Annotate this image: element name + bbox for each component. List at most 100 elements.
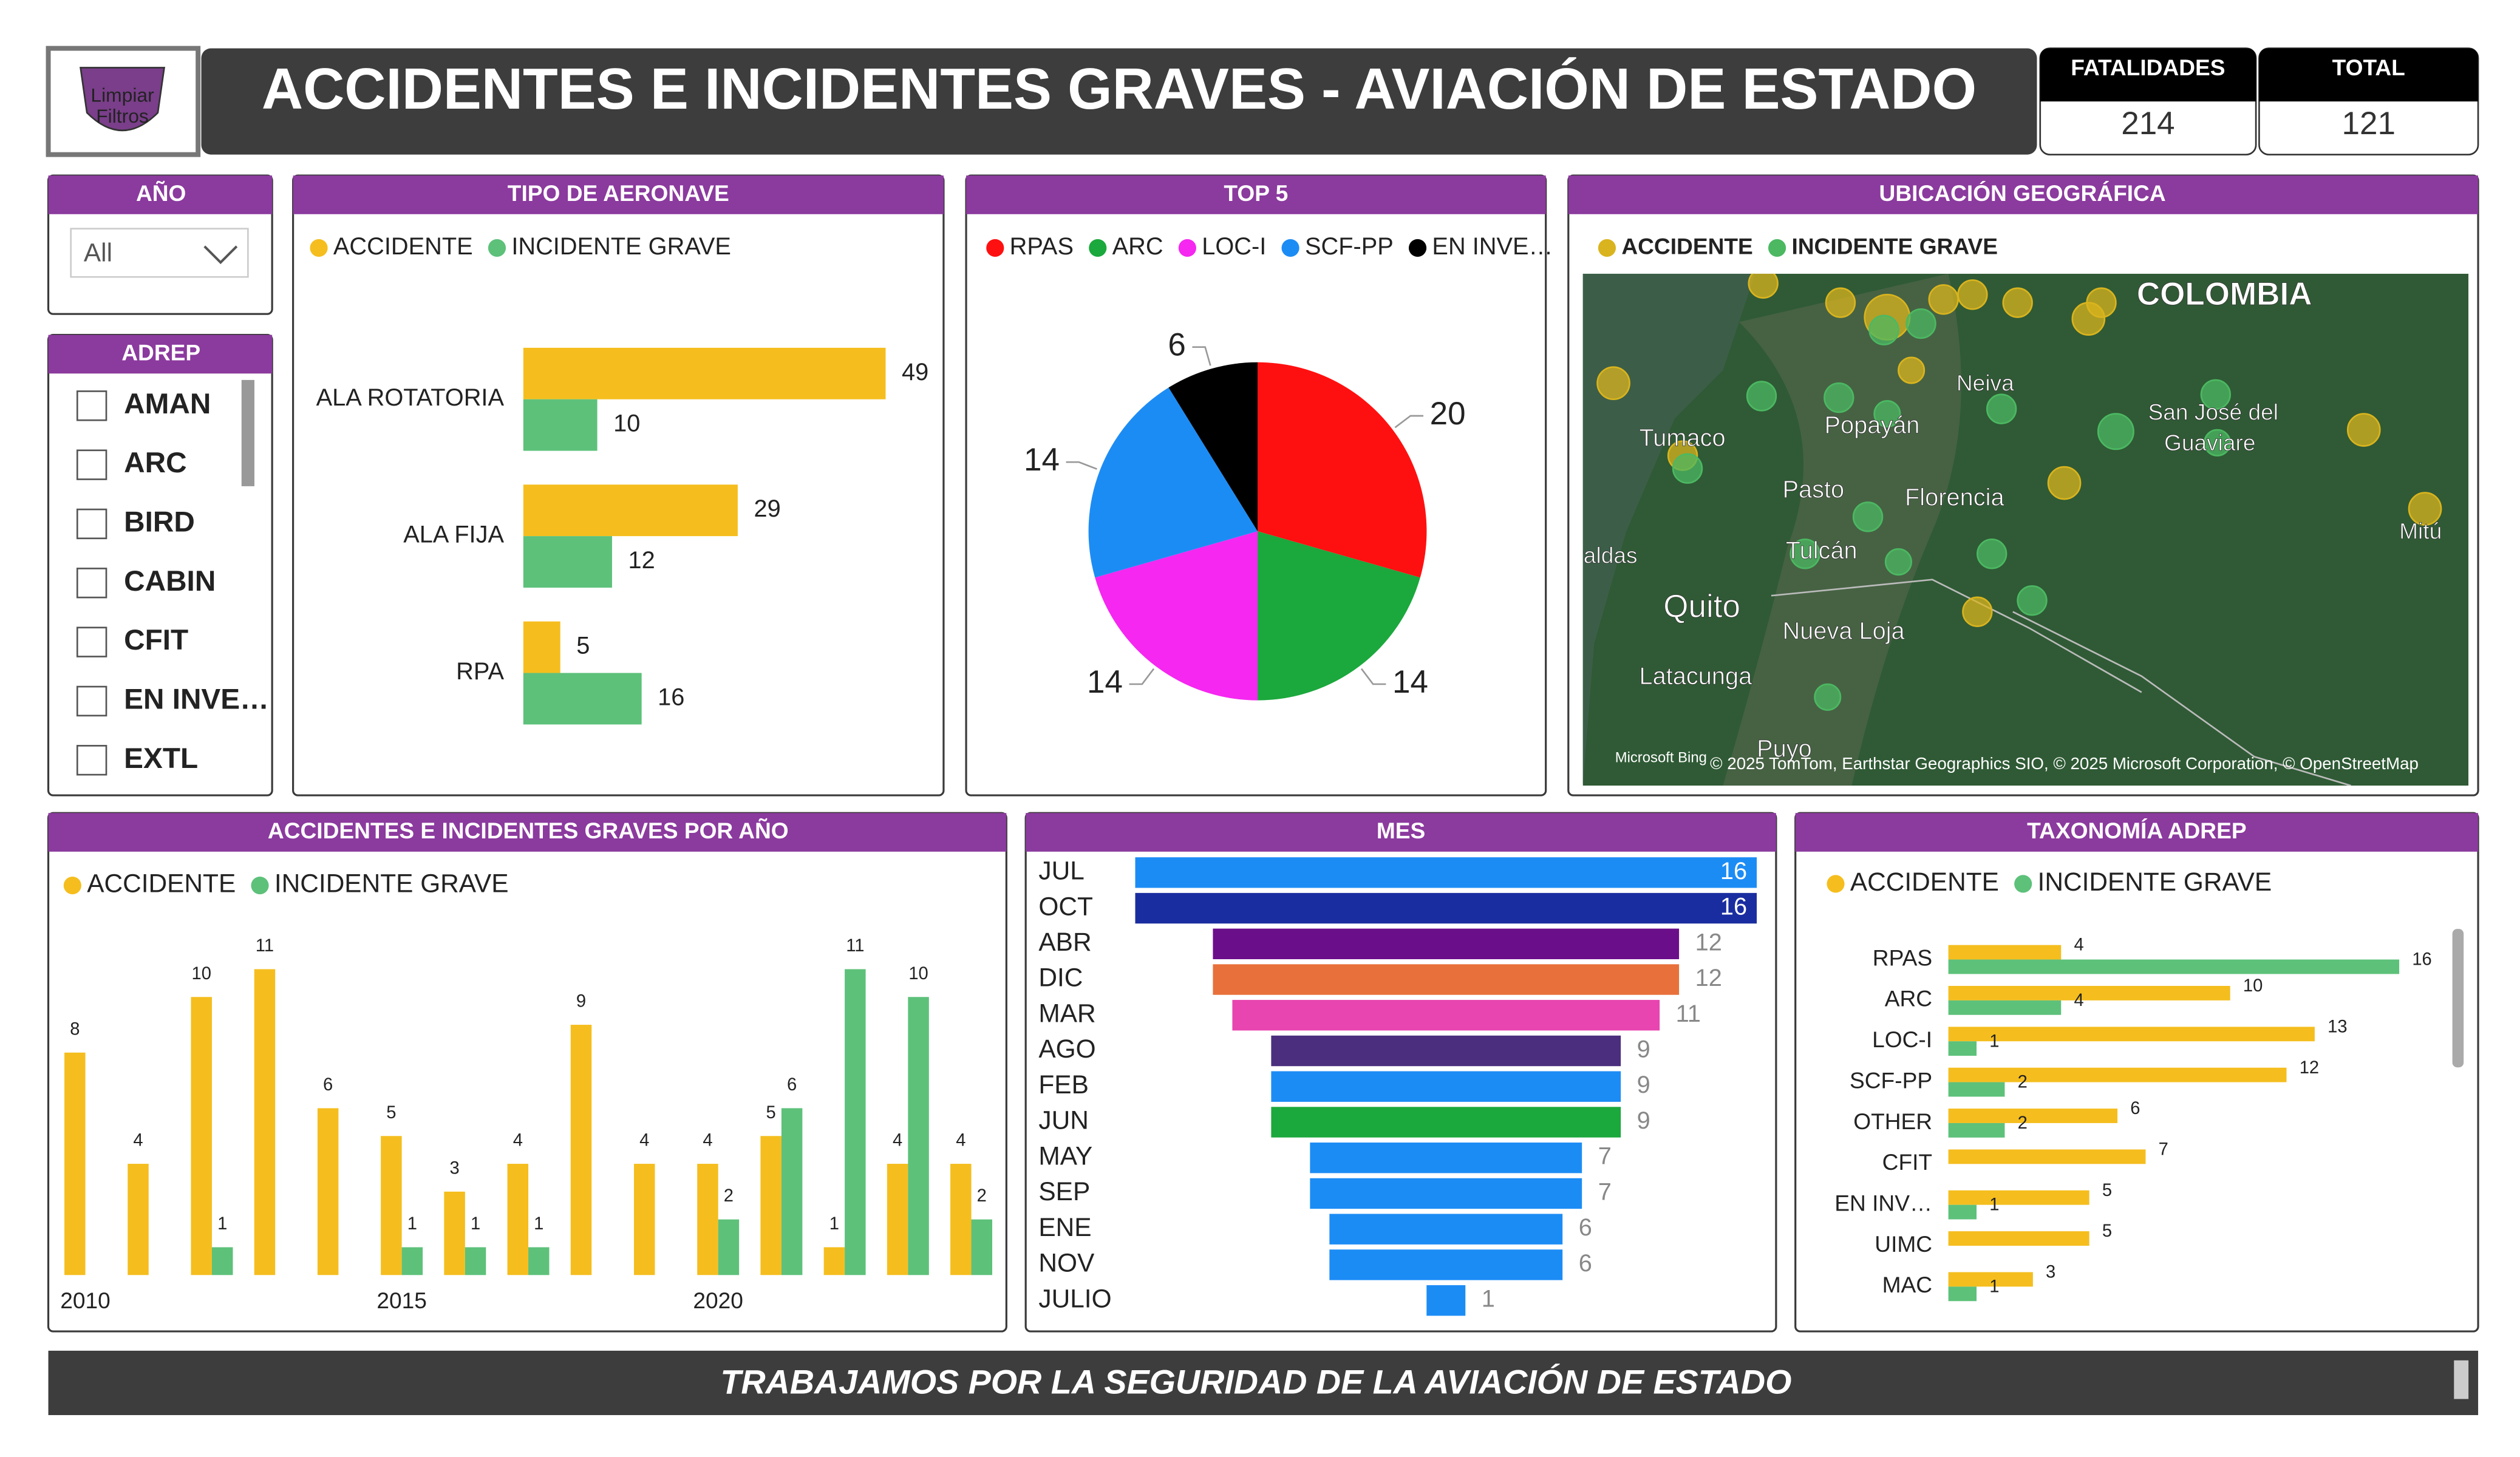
map-bubble[interactable] [1746, 381, 1777, 412]
legend-marker [1598, 239, 1616, 257]
bar [718, 1219, 740, 1275]
map-place: Latacunga [1639, 663, 1752, 690]
map-bubble[interactable] [1596, 366, 1630, 401]
legend-marker [986, 239, 1004, 257]
data-label: 4 [703, 1131, 712, 1150]
map-bubble[interactable] [2002, 287, 2033, 318]
bar [523, 673, 642, 725]
map-bubble[interactable] [1790, 538, 1820, 569]
checkbox-label[interactable]: CFIT [124, 624, 188, 656]
legend-marker [1768, 239, 1786, 257]
legend-marker [63, 876, 81, 895]
bar [1948, 1041, 1977, 1056]
map-bubble[interactable] [1824, 382, 1854, 413]
map-bubble[interactable] [2017, 585, 2048, 616]
map[interactable]: COLOMBIA Neiva Tumaco Popayán San José del Gu… [1519, 269, 2469, 786]
y-tick-label: JUN [1038, 1106, 1088, 1135]
map-bubble[interactable] [1884, 548, 1912, 576]
data-label: 8 [70, 1019, 80, 1039]
map-bubble[interactable] [2408, 492, 2442, 526]
map-bubble[interactable] [1962, 596, 1993, 627]
checkbox[interactable] [76, 449, 107, 480]
bar [1948, 959, 2400, 974]
panel-header [48, 813, 1007, 852]
map-bubble[interactable] [1928, 284, 1959, 315]
kpi-label: FATALIDADES [2071, 55, 2225, 80]
map-bubble[interactable] [1957, 279, 1988, 310]
map-bubble[interactable] [1905, 308, 1936, 339]
map-bubble[interactable] [2086, 287, 2117, 318]
map-bubble[interactable] [1873, 400, 1901, 428]
map-bubble[interactable] [1825, 287, 1856, 318]
checkbox[interactable] [76, 745, 107, 776]
checkbox-label[interactable]: BIRD [124, 506, 195, 538]
scrollbar[interactable] [241, 379, 254, 486]
kpi-value: 214 [2121, 106, 2174, 141]
data-label: 9 [576, 992, 586, 1011]
checkbox[interactable] [76, 390, 107, 421]
logo-frame[interactable] [46, 46, 201, 157]
map-bubble[interactable] [2097, 413, 2134, 450]
data-label: 12 [1695, 965, 1722, 991]
data-label: 12 [2300, 1058, 2319, 1078]
y-tick-label: DIC [1038, 963, 1083, 992]
checkbox[interactable] [76, 508, 107, 540]
data-label: 16 [1720, 858, 1747, 885]
map-bubble[interactable] [2346, 413, 2381, 447]
map-bubble[interactable] [1672, 453, 1703, 484]
data-label: 10 [908, 964, 928, 983]
checkbox-label[interactable]: AMAN [124, 388, 211, 420]
y-tick-label: MAR [1038, 999, 1095, 1027]
y-tick-label: EN INV… [1834, 1190, 1932, 1215]
slicer-title: AÑO [136, 180, 186, 206]
chart-title: TAXONOMÍA ADREP [2027, 818, 2246, 843]
bar [1426, 1285, 1466, 1316]
checkbox-label[interactable]: EXTL [124, 742, 198, 775]
legend-marker [1178, 239, 1196, 257]
logo-text[interactable]: Limpiar [90, 84, 154, 106]
bar [381, 1136, 402, 1275]
checkbox-label[interactable]: EN INVE… [124, 684, 269, 716]
legend-label: RPAS [1010, 233, 1074, 260]
data-label: 1 [1989, 1277, 1999, 1296]
map-bubble[interactable] [1868, 314, 1899, 345]
map-bubble[interactable] [1814, 683, 1842, 711]
checkbox-label[interactable]: ARC [124, 447, 186, 479]
bar [444, 1191, 465, 1275]
checkbox[interactable] [76, 685, 107, 717]
map-place: Mitú [2399, 518, 2442, 544]
dropdown[interactable] [70, 228, 249, 278]
data-label: 7 [2159, 1139, 2168, 1159]
checkbox[interactable] [76, 627, 107, 657]
map-bubble[interactable] [1852, 501, 1884, 532]
bar [1948, 1082, 2005, 1097]
bar [317, 1108, 339, 1275]
y-tick-label: ENE [1038, 1213, 1091, 1241]
footer-text: TRABAJAMOS POR LA SEGURIDAD DE LA AVIACI… [720, 1363, 1791, 1401]
data-label: 1 [829, 1214, 839, 1234]
dropdown-arrow[interactable] [203, 245, 238, 265]
y-tick-label: AGO [1038, 1034, 1095, 1063]
checkbox[interactable] [76, 568, 107, 599]
y-tick-label: ALA ROTATORIA [316, 384, 505, 411]
chart-title: ACCIDENTES E INCIDENTES GRAVES POR AÑO [268, 818, 789, 843]
dropdown-value[interactable]: All [84, 238, 112, 267]
y-tick-label: OCT [1038, 892, 1093, 920]
map-bubble[interactable] [2047, 466, 2082, 500]
bar [1948, 1109, 2118, 1123]
data-label: 14 [1087, 664, 1123, 700]
data-label: 5 [766, 1103, 776, 1122]
checkbox-label[interactable]: CABIN [124, 565, 216, 597]
y-tick-label: NOV [1038, 1249, 1095, 1277]
map-bubble[interactable] [1898, 356, 1926, 384]
map-bubble[interactable] [2200, 379, 2232, 410]
map-bubble[interactable] [1977, 538, 2007, 569]
map-place: Neiva [1956, 370, 2014, 396]
map-bubble[interactable] [1986, 393, 2017, 424]
data-label: 12 [1695, 929, 1722, 956]
logo-text[interactable]: Filtros [96, 105, 149, 127]
scrollbar[interactable] [2452, 929, 2464, 1068]
map-bubble[interactable] [2203, 429, 2232, 457]
map-bubble[interactable] [1748, 269, 1779, 299]
data-label: 20 [1430, 396, 1466, 432]
